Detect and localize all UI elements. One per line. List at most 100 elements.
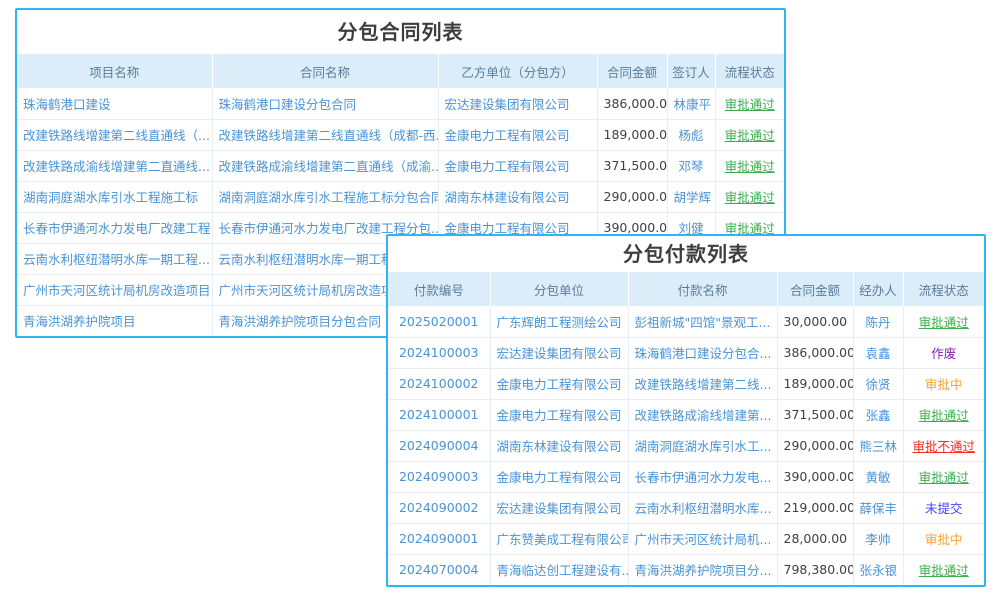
- contract-amount-value: 386,000.00: [597, 88, 668, 119]
- payment-col-handler: 经办人: [853, 272, 904, 306]
- contract-name-link[interactable]: 长春市伊通河水力发电厂改建工程分包...: [212, 211, 439, 243]
- payment-table-row: 2024090001 广东赞美成工程有限公司 广州市天河区统计局机... 28,…: [388, 522, 984, 554]
- payment-name-link[interactable]: 彭祖新城"四馆"景观工...: [628, 306, 778, 337]
- workflow-status-link[interactable]: 审批不通过: [903, 429, 984, 461]
- subcontract-unit-link[interactable]: 广东辉朗工程测绘公司: [490, 306, 629, 337]
- project-name-link[interactable]: 青海洪湖养护院项目: [17, 304, 213, 336]
- workflow-status-link[interactable]: 审批通过: [715, 149, 784, 181]
- payment-table-header-row: 付款编号 分包单位 付款名称 合同金额 经办人 流程状态: [388, 272, 984, 306]
- contract-name-link[interactable]: 湖南洞庭湖水库引水工程施工标分包合同: [212, 180, 439, 212]
- payment-number-link[interactable]: 2024100003: [388, 336, 491, 368]
- workflow-status-link[interactable]: 审批通过: [903, 398, 984, 430]
- payment-name-link[interactable]: 湖南洞庭湖水库引水工...: [628, 429, 778, 461]
- workflow-status-link[interactable]: 审批通过: [903, 460, 984, 492]
- contract-name-link[interactable]: 改建铁路线增建第二线直通线（成都-西...: [212, 118, 439, 150]
- handler-link[interactable]: 张鑫: [853, 398, 904, 430]
- handler-link[interactable]: 李帅: [853, 522, 904, 554]
- subcontract-unit-link[interactable]: 金康电力工程有限公司: [490, 460, 629, 492]
- payment-amount-value: 219,000.00: [777, 491, 854, 523]
- payment-name-link[interactable]: 改建铁路成渝线增建第...: [628, 398, 778, 430]
- contract-name-link[interactable]: 改建铁路成渝线增建第二直通线（成渝...: [212, 149, 439, 181]
- payment-col-amount: 合同金额: [777, 272, 854, 306]
- contract-amount-value: 371,500.00: [597, 149, 668, 181]
- party-b-unit-link[interactable]: 宏达建设集团有限公司: [438, 88, 598, 119]
- contract-table-row: 改建铁路成渝线增建第二直通线... 改建铁路成渝线增建第二直通线（成渝... 金…: [17, 149, 784, 181]
- subcontract-unit-link[interactable]: 广东赞美成工程有限公司: [490, 522, 629, 554]
- contract-list-title: 分包合同列表: [337, 20, 464, 44]
- project-name-link[interactable]: 珠海鹤港口建设: [17, 88, 213, 119]
- subcontract-unit-link[interactable]: 湖南东林建设有限公司: [490, 429, 629, 461]
- payment-number-link[interactable]: 2024100002: [388, 367, 491, 399]
- contract-amount-value: 189,000.00: [597, 118, 668, 150]
- workflow-status-link[interactable]: 作废: [903, 336, 984, 368]
- signer-link[interactable]: 邓琴: [667, 149, 716, 181]
- signer-link[interactable]: 杨彪: [667, 118, 716, 150]
- payment-name-link[interactable]: 云南水利枢纽潜明水库...: [628, 491, 778, 523]
- workflow-status-link[interactable]: 审批通过: [903, 553, 984, 585]
- payment-table-row: 2024100003 宏达建设集团有限公司 珠海鹤港口建设分包合... 386,…: [388, 336, 984, 368]
- subcontract-unit-link[interactable]: 金康电力工程有限公司: [490, 398, 629, 430]
- handler-link[interactable]: 陈丹: [853, 306, 904, 337]
- project-name-link[interactable]: 广州市天河区统计局机房改造项目: [17, 273, 213, 305]
- project-name-link[interactable]: 改建铁路线增建第二线直通线（...: [17, 118, 213, 150]
- party-b-unit-link[interactable]: 金康电力工程有限公司: [438, 118, 598, 150]
- workflow-status-link[interactable]: 审批通过: [918, 314, 969, 330]
- payment-number-link[interactable]: 2024090002: [388, 491, 491, 523]
- payment-table-row: 2024070004 青海临达创工程建设有... 青海洪湖养护院项目分... 7…: [388, 553, 984, 585]
- signer-link[interactable]: 胡学辉: [667, 180, 716, 212]
- payment-table-row: 2024090003 金康电力工程有限公司 长春市伊通河水力发电... 390,…: [388, 460, 984, 492]
- contract-col-contract-name: 合同名称: [212, 54, 439, 88]
- payment-name-link[interactable]: 青海洪湖养护院项目分...: [628, 553, 778, 585]
- contract-amount-value: 290,000.00: [597, 180, 668, 212]
- payment-number-link[interactable]: 2025020001: [388, 306, 491, 337]
- payment-number-link[interactable]: 2024100001: [388, 398, 491, 430]
- workflow-status-link[interactable]: 未提交: [903, 491, 984, 523]
- workflow-status-link[interactable]: 审批通过: [715, 180, 784, 212]
- party-b-unit-link[interactable]: 金康电力工程有限公司: [438, 149, 598, 181]
- workflow-status-link[interactable]: 审批中: [903, 367, 984, 399]
- handler-link[interactable]: 张永银: [853, 553, 904, 585]
- subcontract-unit-link[interactable]: 宏达建设集团有限公司: [490, 336, 629, 368]
- payment-amount-value: 390,000.00: [777, 460, 854, 492]
- contract-name-link[interactable]: 青海洪湖养护院项目分包合同: [212, 304, 439, 336]
- payment-name-link[interactable]: 广州市天河区统计局机...: [628, 522, 778, 554]
- project-name-link[interactable]: 改建铁路成渝线增建第二直通线...: [17, 149, 213, 181]
- handler-link[interactable]: 徐贤: [853, 367, 904, 399]
- signer-link[interactable]: 林康平: [667, 88, 716, 119]
- payment-table-body: 2025020001 广东辉朗工程测绘公司 彭祖新城"四馆"景观工... 30,…: [388, 306, 984, 585]
- handler-link[interactable]: 薛保丰: [853, 491, 904, 523]
- workflow-status-link[interactable]: 审批中: [903, 522, 984, 554]
- workflow-status-link[interactable]: 审批通过: [715, 118, 784, 150]
- handler-link[interactable]: 袁鑫: [853, 336, 904, 368]
- contract-table-row: 珠海鹤港口建设 珠海鹤港口建设分包合同 宏达建设集团有限公司 386,000.0…: [17, 88, 784, 119]
- payment-number-link[interactable]: 2024090003: [388, 460, 491, 492]
- payment-col-unit: 分包单位: [490, 272, 629, 306]
- payment-name-link[interactable]: 长春市伊通河水力发电...: [628, 460, 778, 492]
- subcontract-unit-link[interactable]: 青海临达创工程建设有...: [490, 553, 629, 585]
- payment-amount-value: 189,000.00: [777, 367, 854, 399]
- handler-link[interactable]: 熊三林: [853, 429, 904, 461]
- payment-name-link[interactable]: 珠海鹤港口建设分包合...: [628, 336, 778, 368]
- workflow-status-link[interactable]: 审批通过: [724, 96, 775, 112]
- handler-link[interactable]: 黄敏: [853, 460, 904, 492]
- party-b-unit-link[interactable]: 湖南东林建设有限公司: [438, 180, 598, 212]
- contract-col-project-name: 项目名称: [17, 54, 213, 88]
- payment-number-link[interactable]: 2024090001: [388, 522, 491, 554]
- subcontract-unit-link[interactable]: 金康电力工程有限公司: [490, 367, 629, 399]
- payment-number-link[interactable]: 2024070004: [388, 553, 491, 585]
- payment-amount-value: 30,000.00: [777, 306, 854, 337]
- payment-number-link[interactable]: 2024090004: [388, 429, 491, 461]
- subcontract-unit-link[interactable]: 宏达建设集团有限公司: [490, 491, 629, 523]
- payment-name-link[interactable]: 改建铁路线增建第二线...: [628, 367, 778, 399]
- payment-col-pay-name: 付款名称: [628, 272, 778, 306]
- project-name-link[interactable]: 长春市伊通河水力发电厂改建工程: [17, 211, 213, 243]
- payment-table-row: 2024100002 金康电力工程有限公司 改建铁路线增建第二线... 189,…: [388, 367, 984, 399]
- payment-list-title: 分包付款列表: [623, 242, 749, 266]
- payment-list-window: 分包付款列表 付款编号 分包单位 付款名称 合同金额 经办人 流程状态: [386, 234, 986, 587]
- payment-amount-value: 371,500.00: [777, 398, 854, 430]
- project-name-link[interactable]: 云南水利枢纽潜明水库一期工程...: [17, 242, 213, 274]
- contract-name-link[interactable]: 珠海鹤港口建设分包合同: [212, 88, 439, 119]
- project-name-link[interactable]: 湖南洞庭湖水库引水工程施工标: [17, 180, 213, 212]
- payment-table-row: 2024090004 湖南东林建设有限公司 湖南洞庭湖水库引水工... 290,…: [388, 429, 984, 461]
